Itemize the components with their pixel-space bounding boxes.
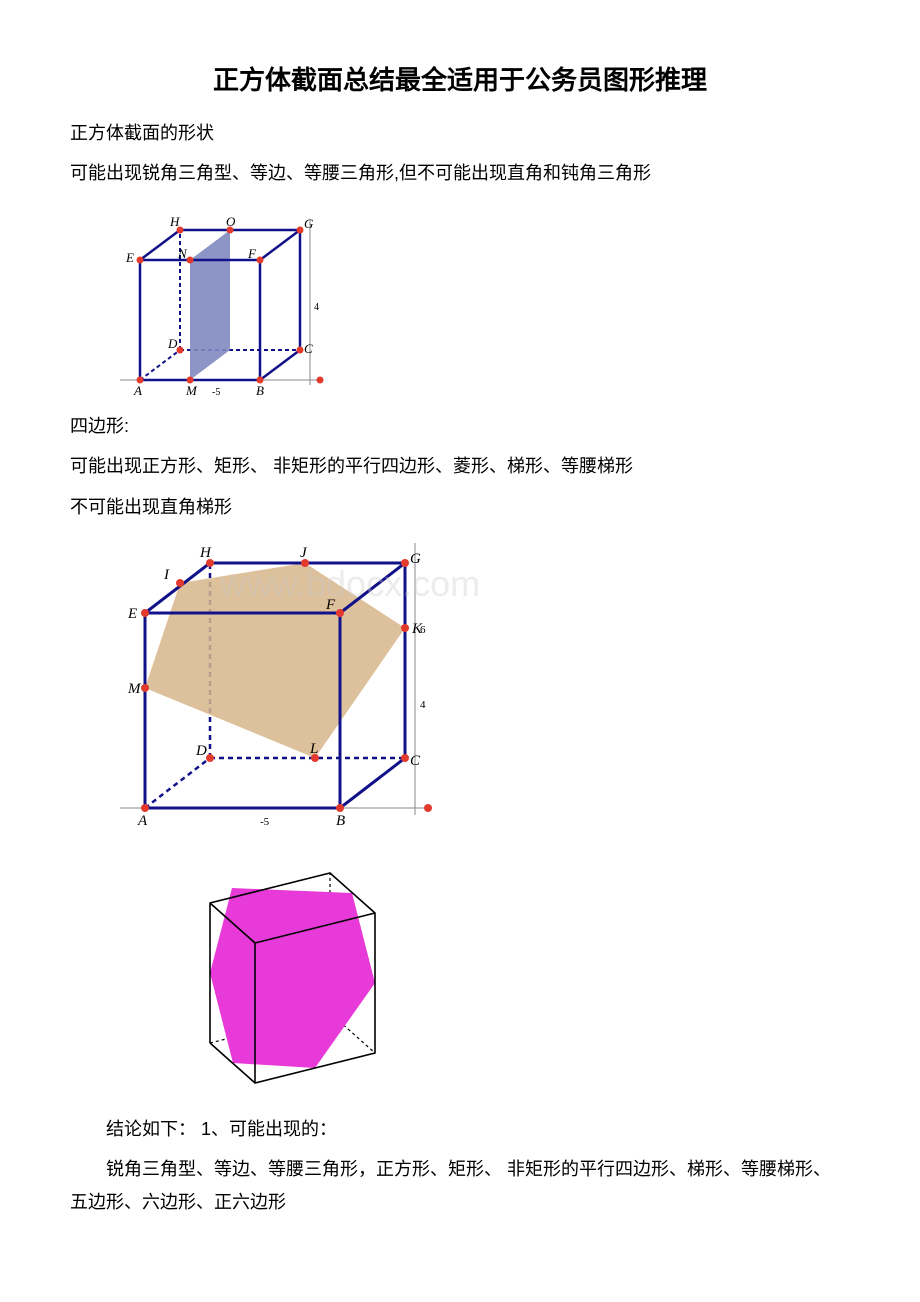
svg-text:G: G — [304, 216, 314, 231]
svg-text:F: F — [325, 597, 336, 613]
svg-text:G: G — [410, 551, 421, 567]
svg-text:-5: -5 — [212, 387, 220, 398]
figure-1-cube-rectangle-section: A B C D E F G H M N O -5 4 — [100, 200, 850, 400]
paragraph-conclusion-label: 结论如下： 1、可能出现的： — [70, 1113, 850, 1145]
svg-text:C: C — [304, 341, 313, 356]
svg-text:L: L — [309, 741, 318, 757]
page-title: 正方体截面总结最全适用于公务员图形推理 — [70, 60, 850, 97]
svg-text:H: H — [169, 214, 180, 229]
paragraph-quad-intro: 四边形: — [70, 410, 850, 442]
svg-text:E: E — [127, 606, 137, 622]
svg-text:A: A — [133, 383, 142, 398]
svg-text:-5: -5 — [260, 816, 270, 828]
svg-text:4: 4 — [420, 699, 426, 711]
figure-2-cube-pentagon-section: www.bdocx.com AB CD EF GH IJ KL — [100, 533, 850, 833]
svg-text:F: F — [247, 246, 257, 261]
svg-text:B: B — [256, 383, 264, 398]
svg-text:H: H — [199, 545, 212, 561]
paragraph-quad-possible: 可能出现正方形、矩形、 非矩形的平行四边形、菱形、梯形、等腰梯形 — [70, 450, 850, 482]
svg-text:C: C — [410, 753, 421, 769]
svg-text:M: M — [185, 383, 198, 398]
svg-text:J: J — [300, 545, 308, 561]
svg-text:4: 4 — [314, 302, 319, 313]
paragraph-quad-impossible: 不可能出现直角梯形 — [70, 491, 850, 523]
paragraph-triangle: 可能出现锐角三角型、等边、等腰三角形,但不可能出现直角和钝角三角形 — [70, 157, 850, 189]
svg-text:D: D — [167, 336, 178, 351]
svg-text:N: N — [177, 246, 188, 261]
figure-3-cube-hexagon-section — [160, 843, 850, 1103]
svg-text:O: O — [226, 214, 236, 229]
svg-text:6: 6 — [420, 624, 426, 636]
svg-text:B: B — [336, 813, 345, 829]
svg-text:M: M — [127, 681, 142, 697]
svg-text:A: A — [137, 813, 148, 829]
svg-text:D: D — [195, 743, 207, 759]
svg-text:I: I — [163, 567, 170, 583]
svg-text:E: E — [125, 250, 134, 265]
paragraph-conclusion-list: 锐角三角型、等边、等腰三角形，正方形、矩形、 非矩形的平行四边形、梯形、等腰梯形… — [70, 1153, 850, 1218]
paragraph-shape-intro: 正方体截面的形状 — [70, 117, 850, 149]
